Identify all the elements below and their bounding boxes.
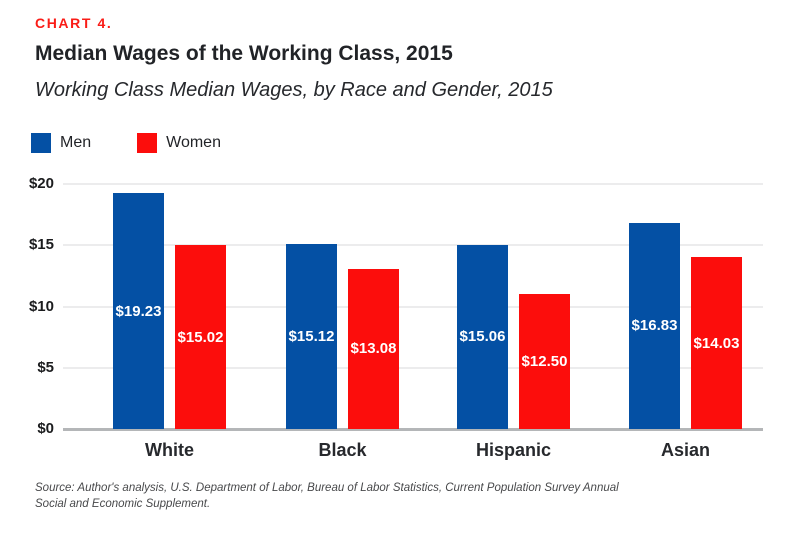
gridline xyxy=(63,366,763,369)
legend-item-men: Men xyxy=(31,133,91,153)
bar-value-label: $16.83 xyxy=(631,317,678,335)
bar-men-black: $15.12 xyxy=(286,243,337,429)
bar-group-white: $19.23 $15.02 xyxy=(113,184,226,429)
y-axis-tick-label: $0 xyxy=(37,420,54,437)
gridline xyxy=(63,183,763,185)
gridline xyxy=(63,305,763,308)
bar-group-asian: $16.83 $14.03 xyxy=(629,184,742,429)
legend-label: Women xyxy=(166,134,221,151)
bar-group-black: $15.12 $13.08 xyxy=(286,184,399,429)
bar-value-label: $19.23 xyxy=(115,302,162,320)
bar-value-label: $15.06 xyxy=(459,328,506,346)
x-axis-baseline xyxy=(63,428,763,431)
bar-value-label: $13.08 xyxy=(350,340,397,358)
bar-men-white: $19.23 xyxy=(113,193,164,429)
y-axis-tick-label: $10 xyxy=(28,297,54,315)
x-axis-label-asian: Asian xyxy=(660,440,711,460)
y-axis-tick-label: $20 xyxy=(28,175,54,192)
source-note: Source: Author's analysis, U.S. Departme… xyxy=(35,482,619,510)
bar-value-label: $15.12 xyxy=(288,327,335,345)
legend-item-women: Women xyxy=(137,133,221,153)
bar-men-hispanic: $15.06 xyxy=(457,244,508,429)
bar-women-asian: $14.03 xyxy=(691,257,742,429)
bar-men-asian: $16.83 xyxy=(629,222,680,429)
bar-women-hispanic: $12.50 xyxy=(519,294,570,429)
legend-swatch-women xyxy=(137,133,158,153)
x-axis-label-black: Black xyxy=(318,440,367,460)
chart-number-label: CHART 4. xyxy=(35,15,113,31)
legend-swatch-men xyxy=(31,133,51,153)
gridline xyxy=(63,244,763,247)
bar-group-hispanic: $15.06 $12.50 xyxy=(457,184,570,429)
chart-title: Median Wages of the Working Class, 2015 xyxy=(35,42,453,65)
legend-label: Men xyxy=(60,134,92,151)
y-axis-tick-label: $5 xyxy=(37,358,54,376)
y-axis-tick-label: $15 xyxy=(28,236,54,254)
plot-area: $20 $15 $10 $5 $0 $19.23 $15.02 White $15.12 $13.… xyxy=(29,175,763,460)
bar-women-white: $15.02 xyxy=(175,245,226,429)
x-axis-label-white: White xyxy=(145,440,194,460)
bar-value-label: $15.02 xyxy=(177,328,224,346)
bar-value-label: $14.03 xyxy=(693,334,740,352)
bar-value-label: $12.50 xyxy=(521,353,568,371)
chart-subtitle: Working Class Median Wages, by Race and … xyxy=(35,79,553,101)
x-axis-label-hispanic: Hispanic xyxy=(475,440,552,460)
bar-women-black: $13.08 xyxy=(348,268,399,429)
legend: Men Women xyxy=(31,133,221,153)
